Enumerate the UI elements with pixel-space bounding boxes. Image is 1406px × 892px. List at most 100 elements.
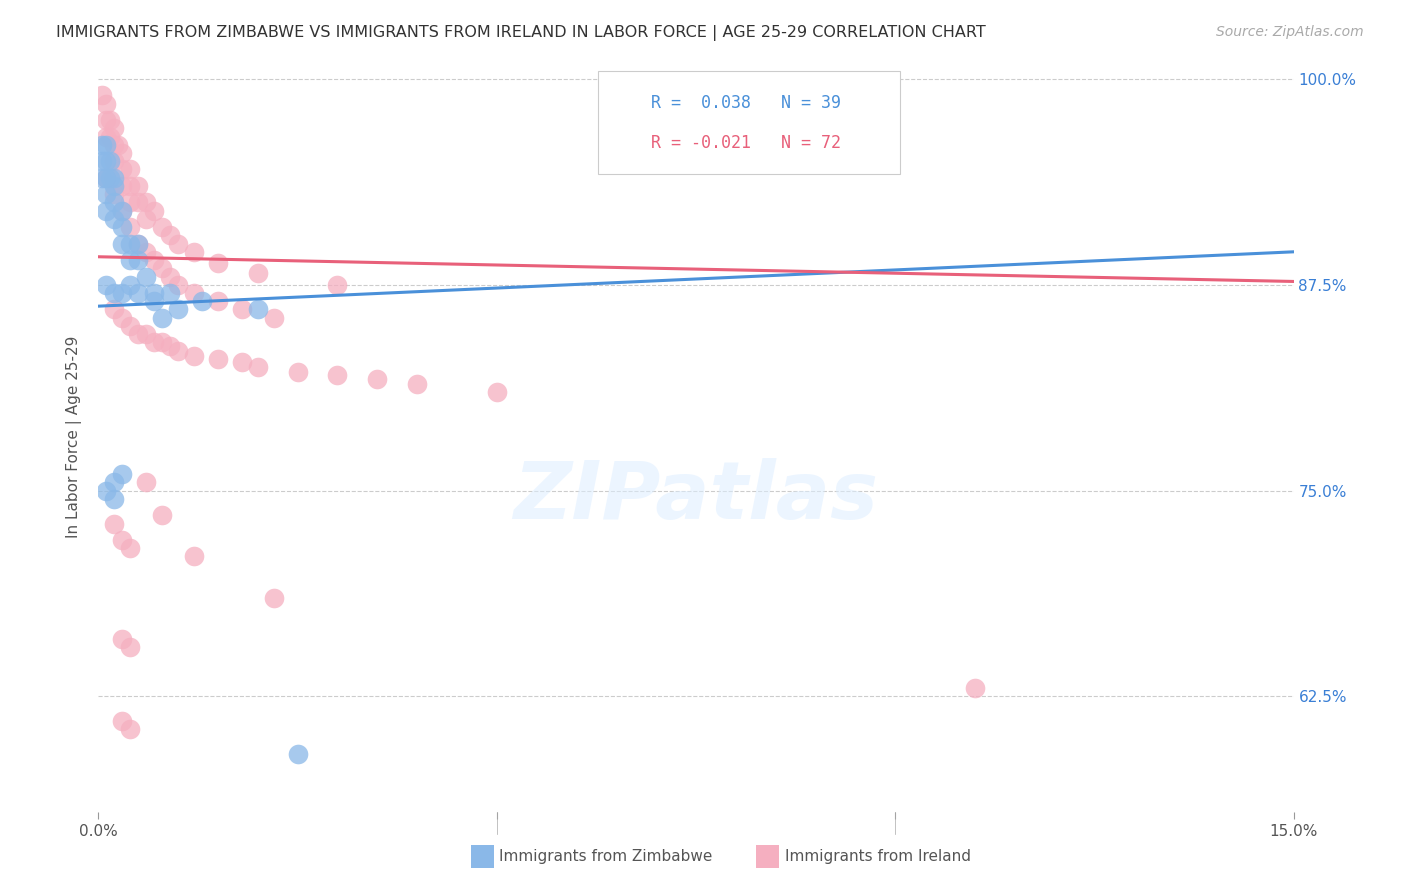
Point [485,384,508,399]
Text: Immigrants from Zimbabwe: Immigrants from Zimbabwe [499,849,713,863]
Point [111,203,134,218]
Point [120,178,142,193]
Point [246,360,269,375]
Point [103,137,125,152]
Point [287,747,309,761]
Point [143,253,166,268]
Point [183,349,205,363]
Point [96,170,118,185]
Point [287,365,309,379]
Point [120,195,142,210]
Point [98,129,122,144]
Point [127,285,149,300]
Point [111,178,134,193]
Point [143,335,166,350]
Point [135,475,157,490]
Point [103,195,125,210]
Point [167,343,190,358]
Point [207,294,229,309]
Point [120,640,142,654]
Point [96,187,118,202]
Point [246,302,269,317]
Point [103,491,125,506]
Point [167,236,190,251]
Point [111,146,134,161]
Point [263,591,285,605]
Point [127,178,149,193]
Point [135,244,157,259]
Point [111,533,134,547]
Point [127,236,149,251]
Point [96,277,118,292]
Point [98,113,122,128]
Point [183,549,205,564]
Point [167,277,190,292]
Point [120,236,142,251]
Point [246,266,269,280]
Point [103,285,125,300]
Point [96,154,118,169]
Point [120,318,142,333]
Point [366,371,388,385]
Point [159,285,181,300]
Point [103,187,125,202]
Point [207,351,229,366]
Point [103,121,125,136]
Point [167,302,190,317]
Point [135,195,157,210]
Point [103,178,125,193]
Point [98,170,122,185]
Point [111,162,134,177]
Point [111,467,134,482]
Point [103,475,125,490]
Point [150,310,173,325]
Point [120,723,142,737]
Point [183,244,205,259]
Point [150,508,173,523]
Point [143,203,166,218]
Point [111,632,134,646]
Point [107,137,129,152]
Point [91,154,114,169]
Point [111,285,134,300]
Point [111,310,134,325]
Point [326,277,349,292]
Point [159,228,181,243]
Text: IMMIGRANTS FROM ZIMBABWE VS IMMIGRANTS FROM IRELAND IN LABOR FORCE | AGE 25-29 C: IMMIGRANTS FROM ZIMBABWE VS IMMIGRANTS F… [56,25,986,41]
Text: Immigrants from Ireland: Immigrants from Ireland [785,849,970,863]
Point [150,335,173,350]
Point [135,211,157,226]
Point [111,220,134,235]
Point [231,302,253,317]
Point [103,170,125,185]
Point [263,310,285,325]
Point [135,269,157,284]
Point [96,129,118,144]
Point [98,154,122,169]
Point [150,261,173,276]
Y-axis label: In Labor Force | Age 25-29: In Labor Force | Age 25-29 [66,336,83,538]
Point [103,302,125,317]
Point [96,96,118,111]
Point [103,516,125,531]
Point [127,236,149,251]
Text: ZIPatlas: ZIPatlas [513,458,879,536]
Point [120,220,142,235]
Text: R = -0.021   N = 72: R = -0.021 N = 72 [651,134,841,152]
Point [96,170,118,185]
Point [135,327,157,342]
Point [120,541,142,556]
Text: R =  0.038   N = 39: R = 0.038 N = 39 [651,95,841,112]
Point [91,170,114,185]
Point [103,154,125,169]
Point [120,162,142,177]
Point [111,203,134,218]
Point [96,203,118,218]
Point [96,113,118,128]
Point [326,368,349,383]
Point [150,220,173,235]
Point [963,681,986,696]
Point [143,294,166,309]
Point [207,256,229,270]
Point [406,376,429,391]
